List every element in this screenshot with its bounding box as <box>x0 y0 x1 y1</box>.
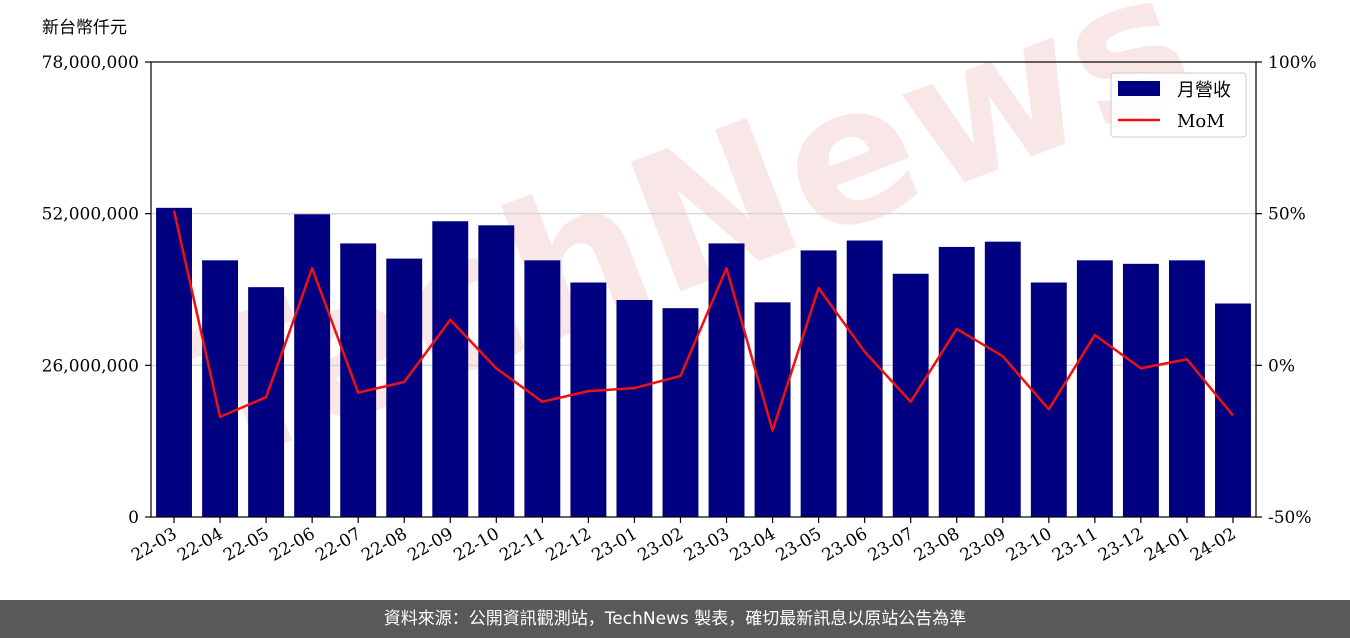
revenue-bar <box>156 207 192 518</box>
revenue-bar <box>938 246 975 517</box>
revenue-bar <box>1215 303 1251 517</box>
revenue-bar <box>662 308 699 517</box>
revenue-bar <box>708 243 745 517</box>
revenue-bar <box>616 300 653 517</box>
y-right-tick-label: 100% <box>1268 53 1317 73</box>
x-tick-label: 23-04 <box>727 524 779 566</box>
x-tick-label: 22-09 <box>404 524 456 566</box>
y-axis-unit-label: 新台幣仟元 <box>42 18 127 38</box>
x-tick-label: 22-06 <box>266 524 318 566</box>
y-right-tick-label: 0% <box>1268 356 1295 376</box>
x-tick-label: 22-11 <box>496 524 548 566</box>
y-left-tick-label: 78,000,000 <box>42 53 139 73</box>
x-tick-label: 22-08 <box>358 524 410 566</box>
x-tick-label: 23-09 <box>957 524 1009 566</box>
revenue-bar <box>1076 260 1113 517</box>
x-tick-label: 22-12 <box>542 524 594 566</box>
x-tick-label: 22-03 <box>128 524 180 566</box>
legend: 月營收 MoM <box>1110 72 1247 138</box>
y-left-tick-label: 0 <box>128 508 139 528</box>
revenue-bar <box>754 302 791 517</box>
x-tick-label: 23-11 <box>1049 524 1101 566</box>
x-tick-label: 23-07 <box>865 524 917 566</box>
revenue-bar <box>892 273 929 517</box>
revenue-bar <box>386 258 423 517</box>
x-tick-label: 23-06 <box>819 524 871 566</box>
revenue-bar <box>478 225 515 518</box>
x-tick-label: 23-05 <box>773 524 825 566</box>
revenue-bar <box>1122 263 1159 517</box>
x-tick-label: 24-02 <box>1187 524 1239 566</box>
revenue-bar <box>294 214 331 517</box>
x-tick-label: 22-07 <box>312 524 364 566</box>
x-tick-label: 24-01 <box>1141 524 1193 566</box>
x-tick-label: 22-05 <box>220 524 272 566</box>
revenue-bar <box>800 250 837 517</box>
y-left-tick-label: 52,000,000 <box>42 205 139 225</box>
revenue-bar <box>524 260 561 517</box>
revenue-bar <box>570 282 607 517</box>
revenue-chart: TechNews 026,000,00052,000,00078,000,000… <box>42 0 1317 566</box>
revenue-bar <box>340 243 377 517</box>
revenue-bar <box>202 260 239 517</box>
x-tick-label: 23-01 <box>588 524 640 566</box>
legend-label-revenue: 月營收 <box>1177 80 1231 101</box>
legend-label-mom: MoM <box>1177 111 1225 132</box>
x-tick-label: 22-04 <box>174 524 226 566</box>
revenue-bar <box>846 240 883 517</box>
x-tick-label: 23-10 <box>1003 524 1055 566</box>
revenue-bar <box>1030 282 1067 517</box>
x-tick-label: 23-08 <box>911 524 963 566</box>
x-tick-label: 23-02 <box>635 524 687 566</box>
x-tick-label: 23-12 <box>1095 524 1147 566</box>
mom-line <box>172 210 1234 432</box>
x-tick-label: 23-03 <box>681 524 733 566</box>
source-footer: 資料來源：公開資訊觀測站，TechNews 製表，確切最新訊息以原站公告為準 <box>0 600 1350 638</box>
y-right-tick-label: 50% <box>1268 205 1306 225</box>
y-right-tick-label: -50% <box>1268 508 1312 528</box>
legend-swatch-bar <box>1118 81 1160 96</box>
revenue-bar <box>1168 260 1205 517</box>
y-left-tick-label: 26,000,000 <box>42 356 139 376</box>
plot-frame <box>150 61 1257 518</box>
revenue-bar <box>432 221 469 517</box>
x-tick-label: 22-10 <box>450 524 502 566</box>
revenue-bar <box>984 241 1021 517</box>
